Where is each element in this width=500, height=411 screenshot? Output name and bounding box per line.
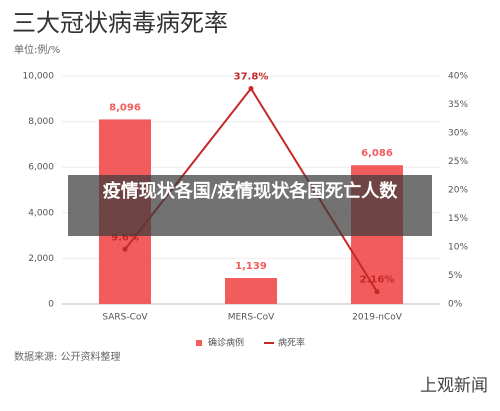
logo: 上观新闻 <box>420 376 488 396</box>
y2-tick-label: 15% <box>448 214 468 224</box>
line-value-label: 37.8% <box>234 72 269 83</box>
legend-label: 病死率 <box>278 337 305 349</box>
y2-tick-label: 25% <box>448 157 468 167</box>
bar <box>225 278 277 304</box>
legend-swatch <box>196 340 202 346</box>
bar-value-label: 6,086 <box>361 148 393 159</box>
x-tick-label: MERS-CoV <box>228 313 275 323</box>
y2-tick-label: 30% <box>448 129 468 139</box>
y2-tick-label: 20% <box>448 186 468 196</box>
line-point <box>374 289 380 295</box>
y-tick-label: 2,000 <box>28 254 54 264</box>
y-tick-label: 8,000 <box>28 117 54 127</box>
banner: 疫情现状各国/疫情现状各国死亡人数 <box>68 175 432 236</box>
y-tick-label: 10,000 <box>23 72 55 82</box>
y2-tick-label: 10% <box>448 243 468 253</box>
chart-subtitle: 单位:例/% <box>14 43 60 56</box>
y-tick-label: 6,000 <box>28 163 54 173</box>
y-tick-label: 0 <box>48 300 54 310</box>
source: 数据来源: 公开资料整理 <box>14 350 121 363</box>
bar-value-label: 1,139 <box>235 261 267 272</box>
line-point <box>122 246 128 252</box>
legend-label: 确诊病例 <box>208 337 244 349</box>
y2-tick-label: 0% <box>448 300 463 310</box>
line-value-label: 9.6% <box>111 232 139 243</box>
y2-tick-label: 5% <box>448 271 463 281</box>
line-point <box>248 86 254 92</box>
y2-tick-label: 35% <box>448 100 468 110</box>
line-value-label: 2.16% <box>360 275 395 286</box>
x-tick-label: SARS-CoV <box>102 313 148 323</box>
x-tick-label: 2019-nCoV <box>352 313 403 323</box>
y-tick-label: 4,000 <box>28 208 54 218</box>
bar-value-label: 8,096 <box>109 102 141 113</box>
chart-title: 三大冠状病毒病死率 <box>12 9 228 37</box>
y2-tick-label: 40% <box>448 72 468 82</box>
